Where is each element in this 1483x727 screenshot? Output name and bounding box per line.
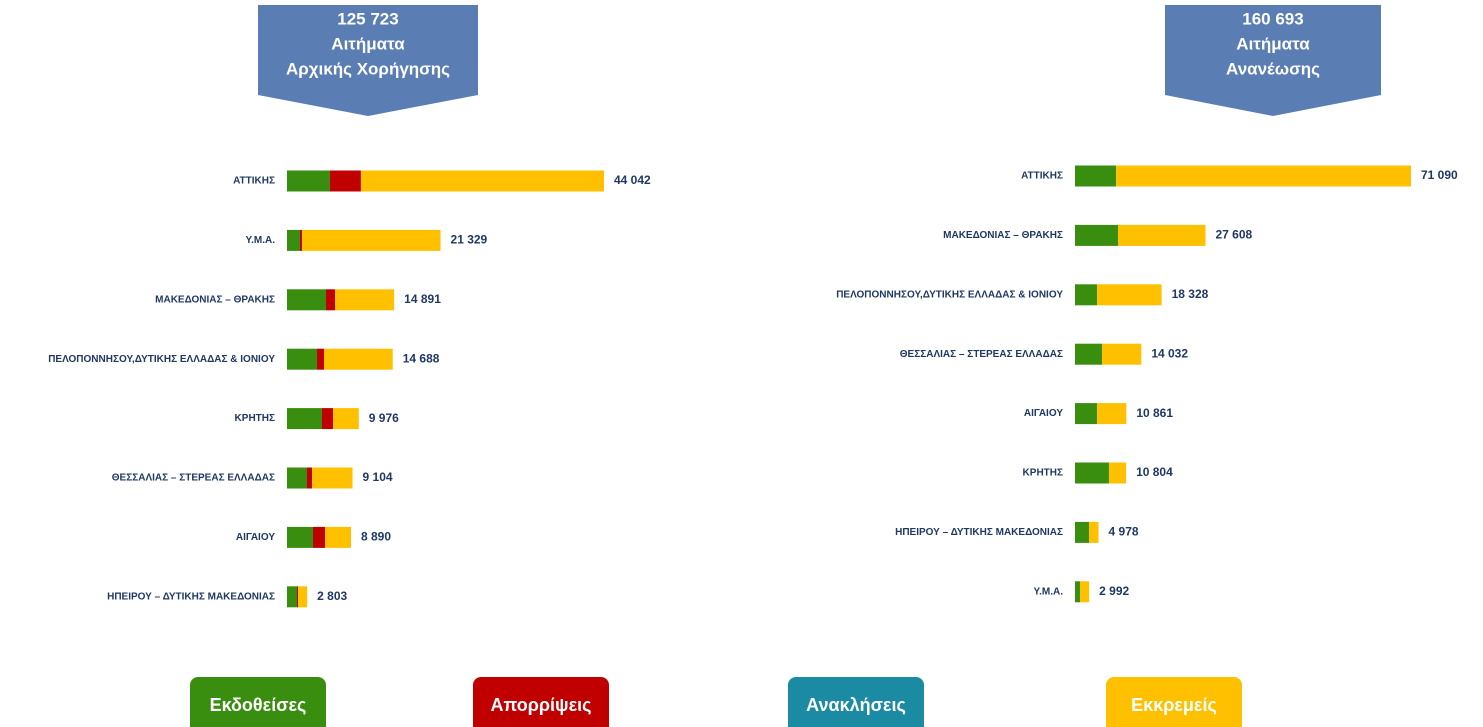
bar-segment — [1097, 284, 1162, 306]
total-label: 10 804 — [1136, 465, 1173, 479]
bar-segment — [287, 586, 298, 608]
total-label: 21 329 — [451, 233, 488, 247]
bar-segment — [1075, 403, 1098, 425]
category-label: ΑΙΓΑΙΟΥ — [236, 532, 275, 543]
bar-segment — [329, 170, 361, 192]
bar-segment — [1097, 403, 1127, 425]
bar-segment — [1075, 284, 1098, 306]
category-label: ΚΡΗΤΗΣ — [235, 413, 275, 424]
total-label: 27 608 — [1215, 228, 1252, 242]
total-label: 14 891 — [404, 292, 441, 306]
header-text: 160 693 — [1242, 9, 1303, 28]
bar-segment — [287, 467, 308, 489]
bar-segment — [335, 289, 395, 311]
bar-segment — [312, 526, 326, 548]
total-label: 9 104 — [363, 470, 393, 484]
category-label: Υ.Μ.Α. — [1034, 586, 1064, 597]
category-label: ΗΠΕΙΡΟΥ – ΔΥΤΙΚΗΣ ΜΑΚΕΔΟΝΙΑΣ — [895, 527, 1063, 538]
total-label: 14 032 — [1151, 346, 1188, 360]
bar-segment — [1075, 224, 1119, 246]
bar-segment — [287, 289, 327, 311]
category-label: ΠΕΛΟΠΟΝΝΗΣΟΥ,ΔΥΤΙΚΗΣ ΕΛΛΑΔΑΣ & ΙΟΝΙΟΥ — [48, 354, 275, 365]
bar-segment — [317, 348, 324, 370]
legend-label: Απορρίψεις — [490, 695, 591, 715]
bar-segment — [297, 586, 299, 608]
category-label: ΑΤΤΙΚΗΣ — [1021, 171, 1063, 182]
category-label: ΑΤΤΙΚΗΣ — [233, 176, 275, 187]
total-label: 2 992 — [1099, 584, 1129, 598]
bar-segment — [299, 229, 302, 251]
category-label: ΚΡΗΤΗΣ — [1023, 468, 1063, 479]
header-text: 125 723 — [337, 9, 398, 28]
header-text: Αρχικής Χορήγησης — [286, 59, 450, 78]
legend-label: Εκκρεμείς — [1131, 695, 1217, 715]
header-box — [1165, 5, 1381, 116]
total-label: 18 328 — [1172, 287, 1209, 301]
bar-segment — [287, 408, 322, 430]
bar-segment — [325, 526, 351, 548]
bar-segment — [312, 467, 353, 489]
bar-segment — [307, 467, 313, 489]
bar-segment — [1080, 581, 1090, 603]
legend-button — [190, 677, 326, 727]
bar-segment — [287, 348, 318, 370]
total-label: 71 090 — [1421, 168, 1458, 182]
total-label: 44 042 — [614, 173, 651, 187]
category-label: ΜΑΚΕΔΟΝΙΑΣ – ΘΡΑΚΗΣ — [155, 294, 275, 305]
total-label: 2 803 — [317, 589, 347, 603]
total-label: 10 861 — [1136, 406, 1173, 420]
legend-button — [788, 677, 924, 727]
category-label: Υ.Μ.Α. — [246, 235, 276, 246]
total-label: 8 890 — [361, 530, 391, 544]
bar-segment — [323, 348, 393, 370]
bar-segment — [1116, 165, 1411, 187]
category-label: ΘΕΣΣΑΛΙΑΣ – ΣΤΕΡΕΑΣ ΕΛΛΑΔΑΣ — [112, 473, 275, 484]
bar-segment — [1108, 462, 1127, 484]
bar-segment — [1101, 343, 1142, 365]
total-label: 4 978 — [1109, 525, 1139, 539]
bar-segment — [1075, 343, 1102, 365]
bar-segment — [287, 170, 330, 192]
category-label: ΜΑΚΕΔΟΝΙΑΣ – ΘΡΑΚΗΣ — [943, 230, 1063, 241]
bar-segment — [1075, 165, 1117, 187]
bar-segment — [321, 408, 333, 430]
category-label: ΘΕΣΣΑΛΙΑΣ – ΣΤΕΡΕΑΣ ΕΛΛΑΔΑΣ — [900, 349, 1063, 360]
bar-segment — [287, 526, 313, 548]
total-label: 9 976 — [369, 411, 399, 425]
total-label: 14 688 — [403, 351, 440, 365]
header-text: Αιτήματα — [1236, 34, 1310, 53]
bar-segment — [301, 229, 441, 251]
bar-segment — [1118, 224, 1206, 246]
category-label: ΠΕΛΟΠΟΝΝΗΣΟΥ,ΔΥΤΙΚΗΣ ΕΛΛΑΔΑΣ & ΙΟΝΙΟΥ — [836, 289, 1063, 300]
legend-label: Εκδοθείσες — [210, 695, 307, 715]
bar-segment — [287, 229, 300, 251]
bar-segment — [1075, 521, 1089, 543]
header-text: Ανανέωσης — [1226, 59, 1320, 78]
bar-segment — [360, 170, 604, 192]
bar-segment — [1088, 521, 1099, 543]
header-text: Αιτήματα — [331, 34, 405, 53]
bar-segment — [1075, 581, 1081, 603]
legend-button — [473, 677, 609, 727]
bar-segment — [332, 408, 359, 430]
category-label: ΗΠΕΙΡΟΥ – ΔΥΤΙΚΗΣ ΜΑΚΕΔΟΝΙΑΣ — [107, 591, 275, 602]
bar-segment — [326, 289, 336, 311]
legend-button — [1106, 677, 1242, 727]
bar-segment — [1075, 462, 1109, 484]
bar-segment — [298, 586, 308, 608]
header-box — [258, 5, 478, 116]
legend-label: Ανακλήσεις — [806, 695, 906, 715]
category-label: ΑΙΓΑΙΟΥ — [1024, 408, 1063, 419]
